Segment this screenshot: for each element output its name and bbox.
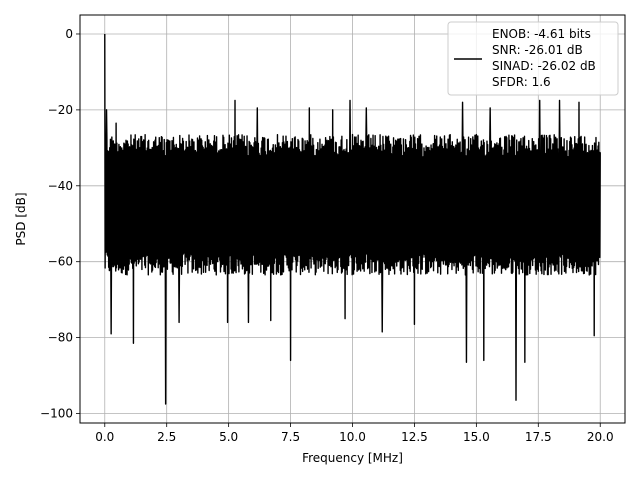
- x-tick-label: 15.0: [463, 430, 490, 444]
- psd-trace: [104, 33, 601, 405]
- x-axis-ticks: 0.0 2.5 5.0 7.5 10.0 12.5 15.0 17.5 20.0: [95, 423, 614, 444]
- x-tick-label: 17.5: [525, 430, 552, 444]
- x-tick-label: 12.5: [401, 430, 428, 444]
- x-tick-label: 5.0: [219, 430, 238, 444]
- legend-line-enob: ENOB: -4.61 bits: [492, 27, 591, 41]
- y-tick-label: −80: [48, 331, 73, 345]
- y-axis-label: PSD [dB]: [14, 192, 28, 245]
- legend: ENOB: -4.61 bits SNR: -26.01 dB SINAD: -…: [447, 21, 619, 96]
- y-axis-ticks: 0 −20 −40 −60 −80 −100: [40, 27, 80, 421]
- legend-box: [447, 21, 619, 96]
- legend-line-sfdr: SFDR: 1.6: [492, 75, 551, 89]
- psd-series: [104, 33, 601, 405]
- legend-line-snr: SNR: -26.01 dB: [492, 43, 583, 57]
- y-tick-label: −60: [48, 255, 73, 269]
- y-tick-label: −20: [48, 103, 73, 117]
- x-tick-label: 0.0: [95, 430, 114, 444]
- y-tick-label: −40: [48, 179, 73, 193]
- y-tick-label: 0: [65, 27, 73, 41]
- x-tick-label: 10.0: [339, 430, 366, 444]
- x-axis-label: Frequency [MHz]: [302, 451, 403, 465]
- x-tick-label: 20.0: [587, 430, 614, 444]
- x-tick-label: 7.5: [281, 430, 300, 444]
- legend-line-sinad: SINAD: -26.02 dB: [492, 59, 596, 73]
- y-tick-label: −100: [40, 407, 73, 421]
- x-tick-label: 2.5: [157, 430, 176, 444]
